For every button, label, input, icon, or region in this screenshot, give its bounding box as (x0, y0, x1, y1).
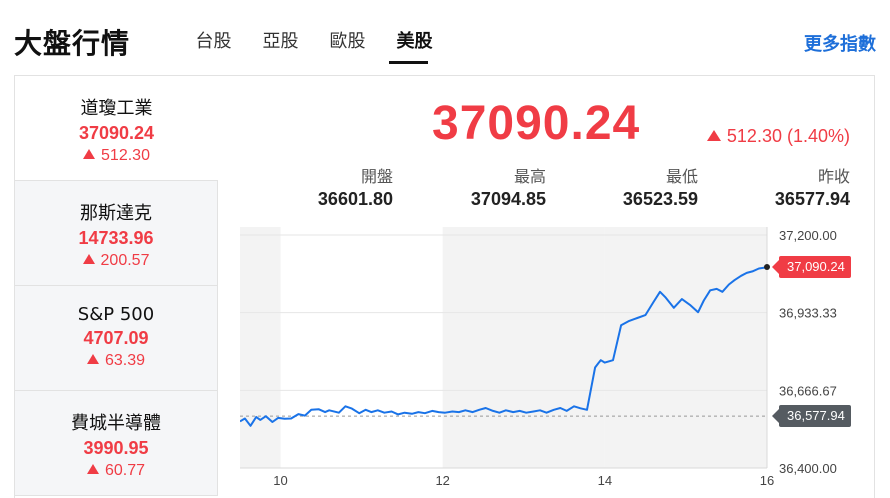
stat-value: 36601.80 (317, 189, 393, 209)
index-name: 費城半導體 (71, 413, 161, 434)
y-tick-label: 37,200.00 (779, 228, 837, 243)
index-item-nasdaq[interactable]: 那斯達克 14733.96 200.57 (15, 181, 218, 286)
index-item-sox[interactable]: 費城半導體 3990.95 60.77 (15, 391, 218, 496)
stat-label: 最高 (513, 167, 546, 186)
index-value: 37090.24 (78, 123, 155, 143)
price-series (240, 263, 770, 427)
last-point-marker (764, 263, 770, 270)
index-name: 那斯達克 (80, 203, 152, 224)
y-tick-labels: 37,200.00 36,933.33 36,666.67 36,400.00 (779, 228, 837, 476)
prev-close-tag: 36,577.94 (772, 405, 851, 428)
tab-us[interactable]: 美股 (381, 0, 448, 70)
x-tick-label: 14 (598, 473, 612, 488)
y-tick-label: 36,933.33 (779, 306, 837, 321)
index-value: 4707.09 (83, 328, 149, 348)
index-list: 道瓊工業 37090.24 512.30 那斯達克 14733.96 200.5… (15, 76, 218, 498)
index-change-value: 200.57 (100, 252, 150, 269)
market-tabs: 台股 亞股 歐股 美股 (180, 0, 448, 70)
market-panel: 道瓊工業 37090.24 512.30 那斯達克 14733.96 200.5… (14, 75, 875, 498)
last-price-tag: 37,090.24 (772, 255, 851, 278)
index-change: 200.57 (15, 252, 217, 270)
x-tick-label: 12 (435, 473, 449, 488)
stat-open: 開盤 36601.80 (318, 163, 393, 210)
series-line (240, 266, 768, 427)
shaded-band-1 (442, 227, 605, 468)
index-item-dow[interactable]: 道瓊工業 37090.24 512.30 (15, 76, 218, 181)
header: 大盤行情 台股 亞股 歐股 美股 更多指數 (0, 0, 890, 70)
shaded-band-0 (240, 227, 281, 468)
stat-label: 昨收 (817, 167, 850, 186)
index-name: S&P 500 (77, 304, 155, 325)
stat-value: 36523.59 (622, 189, 698, 209)
gridlines (240, 227, 768, 469)
stat-value: 36577.94 (774, 189, 850, 209)
stat-label: 開盤 (360, 167, 393, 186)
index-item-sp500[interactable]: S&P 500 4707.09 63.39 (15, 286, 218, 391)
stat-value: 37094.85 (470, 189, 546, 209)
stat-label: 最低 (665, 167, 698, 186)
index-change: 512.30 (15, 147, 218, 165)
quote-stats: 開盤 36601.80 最高 37094.85 最低 36523.59 昨收 3… (0, 163, 890, 213)
more-indices-link[interactable]: 更多指數 (804, 34, 876, 55)
up-triangle-icon (706, 130, 721, 141)
index-value: 3990.95 (83, 438, 149, 458)
up-triangle-icon (82, 254, 95, 264)
index-change-value: 60.77 (104, 462, 146, 479)
price-change-value: 512.30 (1.40%) (726, 126, 850, 146)
page-title: 大盤行情 (14, 27, 131, 60)
index-value: 14733.96 (78, 228, 154, 248)
index-change-value: 63.39 (104, 352, 146, 369)
up-triangle-icon (86, 464, 99, 474)
tab-europe[interactable]: 歐股 (329, 31, 366, 52)
index-change-value: 512.30 (101, 147, 150, 164)
current-price: 37090.24 (432, 97, 641, 150)
index-change: 63.39 (15, 352, 217, 370)
up-triangle-icon (83, 149, 96, 159)
up-triangle-icon (86, 354, 99, 364)
price-change: 512.30 (1.40%) (706, 126, 850, 147)
x-tick-labels: 10 12 14 16 (273, 473, 774, 488)
tab-taiwan[interactable]: 台股 (195, 31, 232, 52)
x-tick-label: 16 (760, 473, 774, 488)
y-tick-label: 36,666.67 (779, 383, 837, 398)
index-name: 道瓊工業 (80, 98, 153, 119)
x-tick-label: 10 (273, 473, 287, 488)
stat-prev-close: 昨收 36577.94 (775, 163, 850, 210)
index-change: 60.77 (15, 462, 217, 480)
shaded-session-bands (240, 227, 767, 468)
shaded-band-last (604, 227, 767, 468)
stat-low: 最低 36523.59 (623, 163, 698, 210)
stat-high: 最高 37094.85 (471, 163, 546, 210)
tab-asia[interactable]: 亞股 (262, 31, 299, 52)
y-tick-label: 36,400.00 (779, 461, 837, 476)
